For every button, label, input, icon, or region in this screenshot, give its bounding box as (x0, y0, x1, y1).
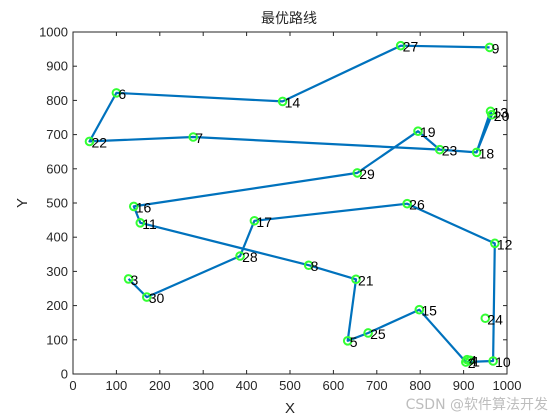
x-tick-label: 200 (149, 378, 171, 393)
city-label: 26 (409, 197, 425, 213)
city-label: 16 (136, 199, 152, 215)
city-label: 12 (497, 236, 513, 252)
chart-title: 最优路线 (261, 11, 317, 27)
x-tick-label: 600 (323, 378, 345, 393)
y-tick-label: 800 (46, 93, 68, 108)
city-marker (235, 251, 245, 261)
y-tick-label: 400 (46, 230, 68, 245)
city-marker (352, 168, 363, 178)
city-label: 19 (420, 124, 436, 140)
city-marker (402, 198, 412, 209)
y-tick-label: 700 (46, 127, 68, 142)
y-axis-label: Y (14, 198, 31, 208)
city-marker (484, 42, 495, 53)
point-label-layer: 1234567891011121314151617181920212223242… (91, 39, 512, 371)
city-label: 5 (350, 334, 358, 350)
city-label: 11 (142, 216, 157, 232)
y-tick-label: 0 (61, 367, 68, 382)
city-label: 14 (285, 94, 301, 110)
x-tick-label: 0 (69, 378, 76, 393)
y-tick-label: 200 (46, 298, 68, 313)
city-label: 9 (492, 40, 500, 56)
route-line (88, 44, 496, 364)
city-marker (488, 356, 498, 366)
city-label: 10 (495, 354, 511, 370)
city-label: 17 (256, 214, 272, 230)
x-tick-label: 300 (192, 378, 214, 393)
city-marker (111, 88, 122, 98)
city-marker (303, 260, 314, 271)
y-tick-label: 600 (46, 161, 68, 176)
x-tick-label: 800 (409, 378, 431, 393)
city-label: 4 (469, 353, 477, 369)
city-marker (188, 132, 199, 142)
city-marker (480, 313, 491, 324)
city-label: 3 (131, 272, 139, 288)
x-tick-label: 1000 (493, 378, 522, 393)
city-marker (462, 354, 472, 365)
city-marker (487, 109, 497, 120)
city-marker (84, 136, 95, 147)
city-label: 24 (487, 311, 503, 327)
city-marker (351, 274, 361, 285)
city-marker (414, 304, 425, 315)
city-label: 27 (403, 39, 419, 55)
y-tick-label: 300 (46, 264, 68, 279)
city-marker (342, 336, 353, 346)
city-label: 22 (91, 134, 107, 150)
x-axis-label: X (285, 400, 295, 417)
city-marker (141, 292, 152, 302)
city-marker (277, 96, 288, 107)
city-marker (395, 40, 406, 51)
x-tick-label: 900 (453, 378, 475, 393)
city-label: 1 (472, 353, 480, 369)
city-marker (413, 126, 423, 136)
marker-layer (84, 40, 500, 367)
city-marker (135, 218, 146, 228)
city-label: 7 (195, 130, 203, 146)
x-tick-label: 500 (279, 378, 301, 393)
city-label: 18 (479, 145, 495, 161)
y-tick-label: 500 (46, 196, 68, 211)
city-label: 20 (494, 108, 510, 124)
city-label: 6 (118, 86, 126, 102)
city-label: 25 (370, 326, 386, 342)
city-label: 23 (442, 143, 458, 159)
city-label: 28 (242, 249, 258, 265)
city-label: 2 (468, 355, 476, 371)
city-label: 30 (149, 290, 165, 306)
axes-box (72, 31, 508, 375)
y-tick-label: 100 (46, 332, 68, 347)
city-marker (490, 238, 500, 249)
route-layer (88, 44, 496, 364)
city-marker (123, 274, 134, 284)
city-marker (249, 215, 260, 226)
city-marker (128, 201, 139, 212)
city-label: 8 (311, 258, 319, 274)
x-tick-label: 400 (236, 378, 258, 393)
axis-ticks: 0 100 200 300 400 500 600 700 800 900 1000 0 100 200 3… (39, 25, 521, 394)
x-tick-label: 100 (106, 378, 128, 393)
city-marker (471, 147, 482, 158)
city-marker (363, 328, 373, 338)
y-tick-label: 1000 (39, 25, 68, 40)
y-tick-label: 900 (46, 59, 68, 74)
city-label: 29 (359, 166, 375, 182)
watermark-text: CSDN @软件算法开发 (405, 397, 548, 413)
city-label: 13 (493, 104, 509, 120)
city-marker (434, 144, 445, 155)
city-label: 15 (421, 303, 437, 319)
x-tick-label: 700 (366, 378, 388, 393)
city-label: 21 (358, 272, 374, 288)
